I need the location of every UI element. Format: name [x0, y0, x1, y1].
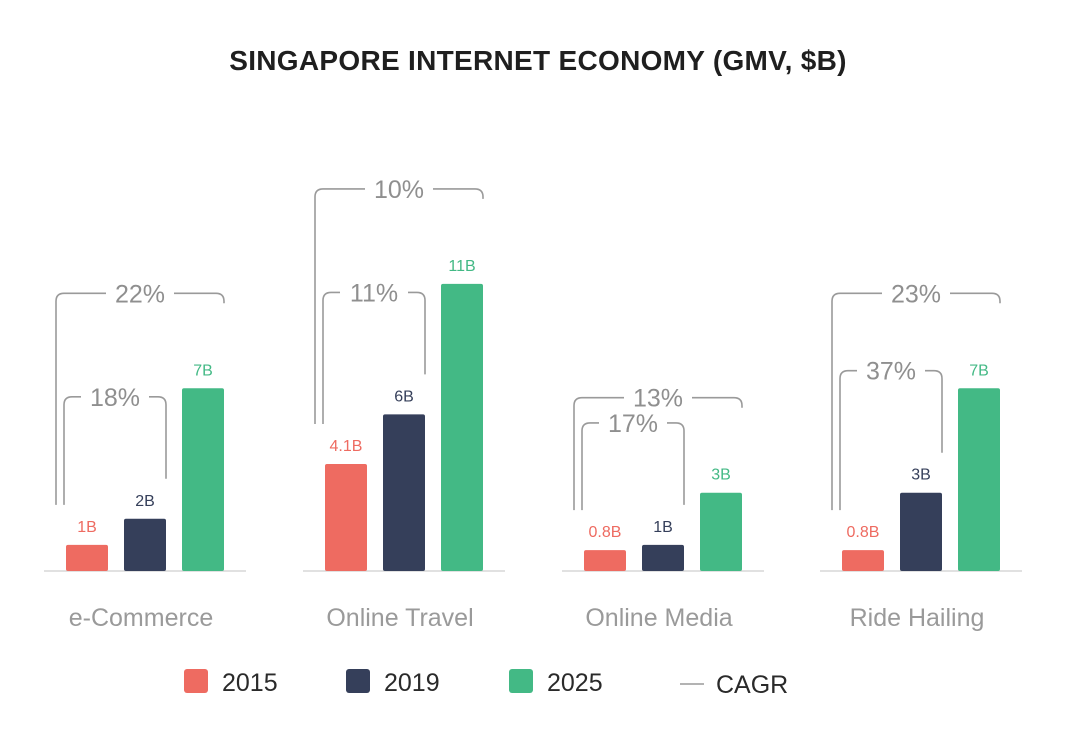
- bar-2019: [383, 414, 425, 571]
- bar-2025: [700, 492, 742, 571]
- bar-2015: [66, 544, 108, 571]
- legend-swatch: [509, 669, 533, 693]
- data-label-2015: 1B: [77, 519, 97, 536]
- bar-2019: [642, 544, 684, 571]
- inner-bracket-right: [408, 291, 426, 375]
- inner-bracket-right: [149, 396, 167, 479]
- data-label-2019: 3B: [911, 467, 931, 484]
- data-label-2025: 7B: [193, 362, 213, 379]
- data-label-2025: 3B: [711, 467, 731, 484]
- outer-bracket-left: [831, 292, 882, 511]
- inner-cagr-label: 17%: [608, 410, 658, 438]
- inner-cagr-label: 11%: [350, 279, 398, 307]
- inner-cagr-label: 18%: [90, 384, 140, 412]
- legend-swatch: [346, 669, 370, 693]
- legend-label: 2015: [222, 669, 278, 697]
- data-label-2019: 2B: [135, 493, 155, 510]
- legend-label: CAGR: [716, 671, 788, 699]
- bar-2019: [124, 518, 166, 571]
- outer-bracket-left: [573, 396, 624, 511]
- inner-bracket-left: [839, 369, 857, 511]
- outer-bracket-right: [950, 292, 1001, 304]
- data-label-2025: 11B: [448, 258, 475, 275]
- outer-bracket-left: [55, 292, 106, 505]
- data-label-2015: 0.8B: [847, 524, 880, 541]
- outer-bracket-right: [174, 292, 225, 304]
- category-label: Ride Hailing: [850, 604, 985, 632]
- bar-2015: [584, 550, 626, 571]
- data-label-2019: 6B: [394, 388, 414, 405]
- inner-bracket-left: [322, 291, 340, 424]
- inner-cagr-label: 37%: [866, 358, 916, 386]
- data-label-2019: 1B: [653, 519, 673, 536]
- bar-2025: [441, 283, 483, 571]
- bar-2019: [900, 492, 942, 571]
- bar-group-ride-hailing: 0.8B 3B 7B 37% 23% Ride Hailing: [820, 280, 1022, 632]
- data-label-2015: 4.1B: [330, 438, 363, 455]
- legend: 2015 2019 2025 CAGR: [184, 669, 788, 699]
- outer-cagr-label: 22%: [115, 280, 165, 308]
- bar-group-online-media: 0.8B 1B 3B 17%13% Online Media: [562, 385, 764, 632]
- legend-item-2015: 2015: [184, 669, 278, 697]
- inner-bracket-right: [925, 369, 943, 453]
- bar-2025: [182, 388, 224, 571]
- legend-item-cagr: CAGR: [680, 671, 788, 699]
- outer-cagr-label: 13%: [633, 385, 683, 413]
- bar-2015: [842, 550, 884, 571]
- outer-cagr-label: 10%: [374, 176, 424, 204]
- category-label: e-Commerce: [69, 604, 213, 632]
- data-label-2025: 7B: [969, 362, 989, 379]
- plot-area: 1B 2B 7B 18% 22% e-Commerce 4.1B 6B 11B 11% 10% Onl…: [44, 176, 1022, 632]
- category-label: Online Media: [585, 604, 732, 632]
- data-label-2015: 0.8B: [589, 524, 622, 541]
- category-label: Online Travel: [326, 604, 473, 632]
- outer-bracket-right: [692, 396, 743, 408]
- inner-bracket-right: [667, 422, 685, 505]
- chart-title: SINGAPORE INTERNET ECONOMY (GMV, $B): [229, 45, 847, 76]
- outer-bracket-left: [314, 188, 365, 424]
- outer-cagr-label: 23%: [891, 280, 941, 308]
- legend-item-2019: 2019: [346, 669, 440, 697]
- bar-group-e-commerce: 1B 2B 7B 18% 22% e-Commerce: [44, 280, 246, 632]
- inner-bracket-left: [581, 422, 599, 511]
- legend-item-2025: 2025: [509, 669, 603, 697]
- inner-bracket-left: [63, 396, 81, 505]
- legend-swatch: [184, 669, 208, 693]
- bar-2015: [325, 463, 367, 571]
- legend-label: 2025: [547, 669, 603, 697]
- bar-group-online-travel: 4.1B 6B 11B 11% 10% Online Travel: [303, 176, 505, 632]
- bar-2025: [958, 388, 1000, 571]
- legend-label: 2019: [384, 669, 440, 697]
- outer-bracket-right: [433, 188, 484, 199]
